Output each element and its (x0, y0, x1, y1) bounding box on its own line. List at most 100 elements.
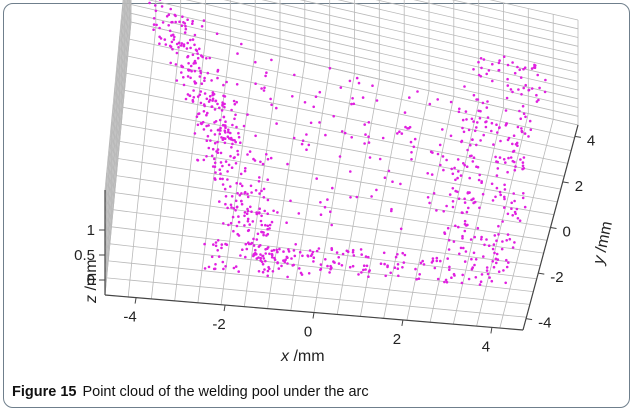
data-point (206, 134, 210, 138)
data-point (271, 270, 275, 273)
data-point (244, 242, 248, 246)
data-point (349, 170, 352, 173)
data-point (291, 264, 295, 267)
data-point (496, 167, 500, 170)
data-point (222, 267, 225, 271)
data-point (403, 253, 407, 257)
data-point (360, 271, 363, 274)
data-point (216, 239, 220, 242)
data-point (343, 131, 347, 135)
data-point (259, 256, 263, 260)
data-point (495, 123, 498, 126)
data-point (383, 262, 386, 266)
data-point (207, 146, 211, 150)
data-point (350, 102, 353, 106)
data-point (484, 125, 488, 129)
data-point (475, 143, 478, 147)
data-point (416, 90, 419, 93)
data-point (359, 248, 363, 251)
data-point (524, 83, 527, 87)
data-point (266, 224, 270, 228)
data-point (511, 214, 514, 217)
data-point (519, 76, 523, 79)
data-point (289, 199, 292, 203)
x-tick-mark (134, 297, 137, 304)
data-point (175, 51, 179, 55)
data-point (234, 162, 238, 165)
data-point (232, 266, 236, 270)
data-point (517, 88, 520, 91)
data-point (355, 76, 359, 80)
data-point (244, 167, 247, 170)
data-point (215, 32, 219, 35)
data-point (503, 195, 506, 199)
data-point (390, 207, 393, 211)
data-point (450, 276, 453, 280)
data-point (237, 215, 240, 218)
z-tick-label: 1 (87, 222, 95, 239)
data-point (453, 166, 456, 170)
data-point (272, 209, 275, 213)
data-point (307, 143, 311, 147)
data-point (224, 120, 227, 123)
data-point (246, 229, 250, 233)
data-point (221, 177, 224, 181)
data-point (338, 155, 342, 158)
x-tick-label: -4 (123, 309, 136, 326)
data-point (474, 258, 478, 261)
data-point (513, 71, 517, 75)
data-point (263, 209, 267, 213)
data-point (507, 156, 510, 160)
data-point (454, 224, 457, 228)
data-point (243, 214, 246, 218)
data-point (451, 205, 455, 209)
data-point (461, 237, 464, 240)
data-point (225, 243, 229, 246)
data-point (236, 153, 240, 156)
data-point (308, 249, 312, 252)
data-point (249, 184, 253, 188)
data-point (511, 90, 514, 94)
data-point (501, 220, 504, 223)
side-wall-gridline (104, 0, 126, 208)
data-point (486, 100, 489, 103)
data-point (258, 211, 261, 214)
data-point (191, 19, 194, 23)
data-point (171, 33, 175, 37)
data-point (315, 177, 319, 180)
data-point (227, 128, 230, 132)
data-point (473, 129, 477, 133)
data-point (233, 102, 237, 106)
data-point (260, 87, 263, 90)
data-point (485, 238, 488, 241)
data-point (381, 136, 385, 140)
data-point (152, 28, 155, 32)
data-point (265, 234, 268, 237)
data-point (337, 255, 341, 259)
data-point (216, 249, 219, 252)
data-point (485, 120, 488, 123)
data-point (505, 239, 509, 242)
data-point (196, 95, 200, 98)
data-point (480, 273, 484, 276)
data-point (165, 14, 169, 18)
data-point (194, 48, 198, 52)
data-point (234, 265, 238, 268)
data-point (506, 233, 510, 236)
data-point (448, 193, 452, 196)
data-point (239, 254, 242, 257)
data-point (533, 66, 537, 69)
data-point (477, 109, 481, 113)
data-point (454, 178, 457, 182)
data-point (235, 125, 238, 129)
data-point (246, 153, 249, 156)
data-point (408, 96, 411, 99)
data-point (481, 192, 485, 196)
data-point (272, 248, 276, 252)
data-point (221, 164, 224, 168)
data-point (213, 108, 217, 111)
data-point (224, 265, 227, 268)
y-tick-label: 2 (575, 178, 583, 195)
data-point (461, 118, 465, 122)
data-point (527, 88, 530, 92)
